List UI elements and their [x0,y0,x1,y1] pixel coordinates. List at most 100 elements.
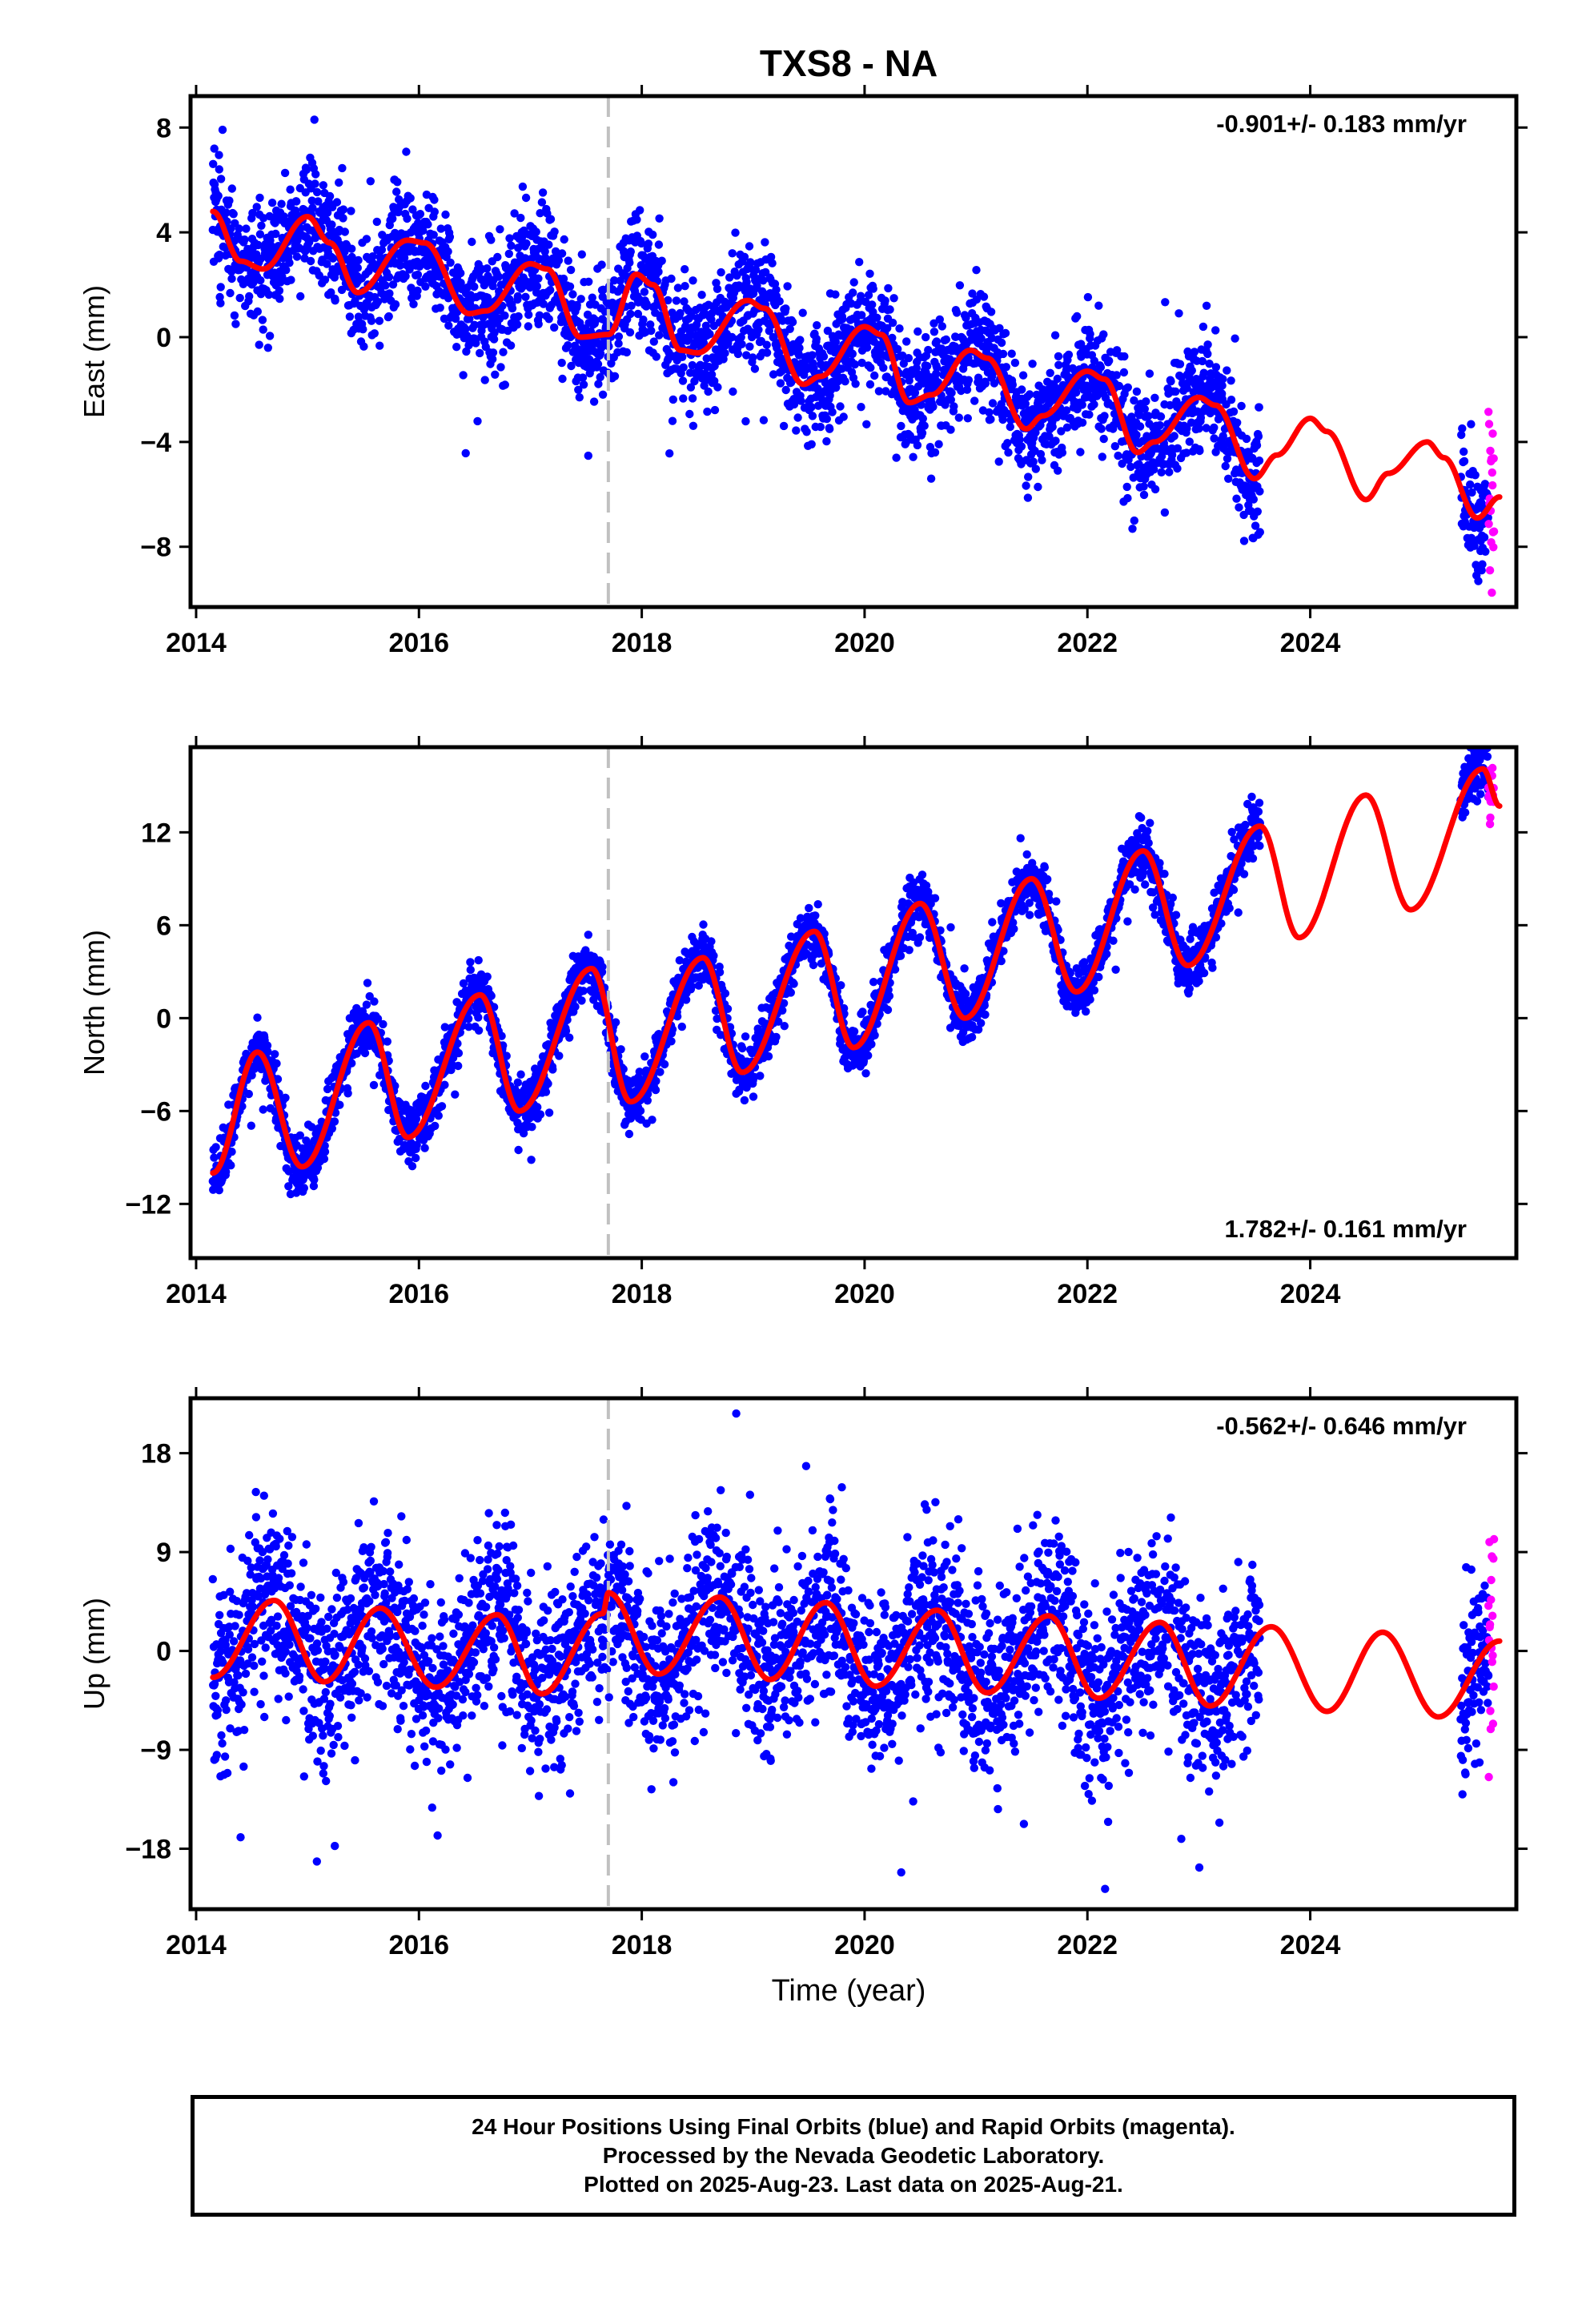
final-orbit-point [888,318,897,328]
final-orbit-point [762,348,772,357]
final-orbit-point [968,289,977,298]
final-orbit-point [673,283,683,292]
final-orbit-point [689,421,698,430]
final-orbit-point [292,252,302,261]
final-orbit-point [779,421,789,431]
final-orbit-point [1458,424,1467,433]
final-orbit-point [454,1048,464,1058]
final-orbit-point [544,1108,554,1117]
final-orbit-point [679,363,688,372]
final-orbit-point [986,308,996,316]
final-orbit-point [809,960,818,970]
final-orbit-point [1140,404,1150,413]
final-orbit-point [831,337,841,346]
final-orbit-point [275,294,284,304]
final-orbit-point [253,307,262,316]
final-orbit-point [500,311,509,320]
final-orbit-point [596,372,604,382]
final-orbit-point [227,1148,236,1156]
final-orbit-point [789,400,799,409]
final-orbit-point [1171,387,1180,396]
final-orbit-point [487,235,496,244]
model-fit-line [210,208,1503,521]
final-orbit-point [680,297,689,306]
final-orbit-point [954,413,964,422]
final-orbit-point [299,1184,308,1192]
final-orbit-point [1218,381,1227,390]
final-orbit-point [1202,301,1211,310]
final-orbit-point [788,318,797,327]
final-orbit-point [1064,350,1074,360]
final-orbit-point [311,179,319,188]
final-orbit-point [253,1013,262,1022]
final-orbit-point [370,329,379,338]
final-orbit-point [446,258,455,267]
final-orbit-point [917,400,926,409]
final-orbit-point [1165,468,1174,476]
final-orbit-point [1128,525,1137,533]
final-orbit-point [839,412,848,421]
final-orbit-point [1460,456,1469,466]
final-orbit-point [575,393,584,402]
final-orbit-point [850,360,860,369]
final-orbit-point [874,387,884,396]
final-orbit-point [468,237,476,247]
final-orbit-point [381,281,390,290]
final-orbit-point [930,319,938,328]
final-orbit-point [402,147,411,156]
final-orbit-point [849,288,857,297]
final-orbit-point [1001,328,1010,338]
final-orbit-point [229,210,238,219]
final-orbit-point [491,370,500,379]
final-orbit-point [275,286,284,296]
final-orbit-point [499,348,508,356]
final-orbit-point [1144,412,1153,420]
final-orbit-point [454,1061,463,1071]
final-orbit-point [1150,393,1159,402]
final-orbit-point [624,1129,634,1139]
final-orbit-point [775,297,784,306]
final-orbit-point [1127,412,1136,421]
final-orbit-point [285,259,294,267]
final-orbit-point [577,250,586,259]
final-orbit-point [424,220,432,229]
final-orbit-point [286,185,295,194]
final-orbit-point [305,238,314,247]
final-orbit-point [768,259,777,267]
final-orbit-point [550,323,559,332]
final-orbit-point [541,1088,551,1096]
final-orbit-point [271,229,280,239]
final-orbit-point [819,352,829,361]
final-orbit-point [828,408,837,416]
x-tick-label: 2016 [388,628,449,658]
final-orbit-point [379,1019,387,1029]
final-orbit-point [1097,424,1106,433]
final-orbit-point [330,1117,339,1126]
final-orbit-point [227,1161,235,1170]
final-orbit-point [218,125,227,135]
final-orbit-point [255,340,263,349]
final-orbit-point [496,363,505,372]
final-orbit-point [1221,461,1230,471]
final-orbit-point [1114,451,1122,460]
figure-title: TXS8 - NA [760,42,938,84]
final-orbit-point [753,281,761,291]
final-orbit-point [669,395,677,404]
final-orbit-point [466,965,475,975]
final-orbit-point [271,1050,279,1059]
final-orbit-point [441,210,450,219]
final-orbit-point [1110,442,1120,451]
final-orbit-point [1048,422,1057,432]
final-orbit-point [689,276,697,285]
final-orbit-point [741,416,750,426]
final-orbit-point [1112,371,1121,380]
final-orbit-point [272,1059,281,1068]
final-orbit-point [558,374,567,384]
final-orbit-point [738,1043,747,1053]
final-orbit-point [1227,376,1235,385]
final-orbit-point [951,332,960,341]
final-orbit-point [759,276,768,285]
final-orbit-point [729,387,737,396]
final-orbit-point [786,988,795,997]
final-orbit-point [504,249,513,259]
